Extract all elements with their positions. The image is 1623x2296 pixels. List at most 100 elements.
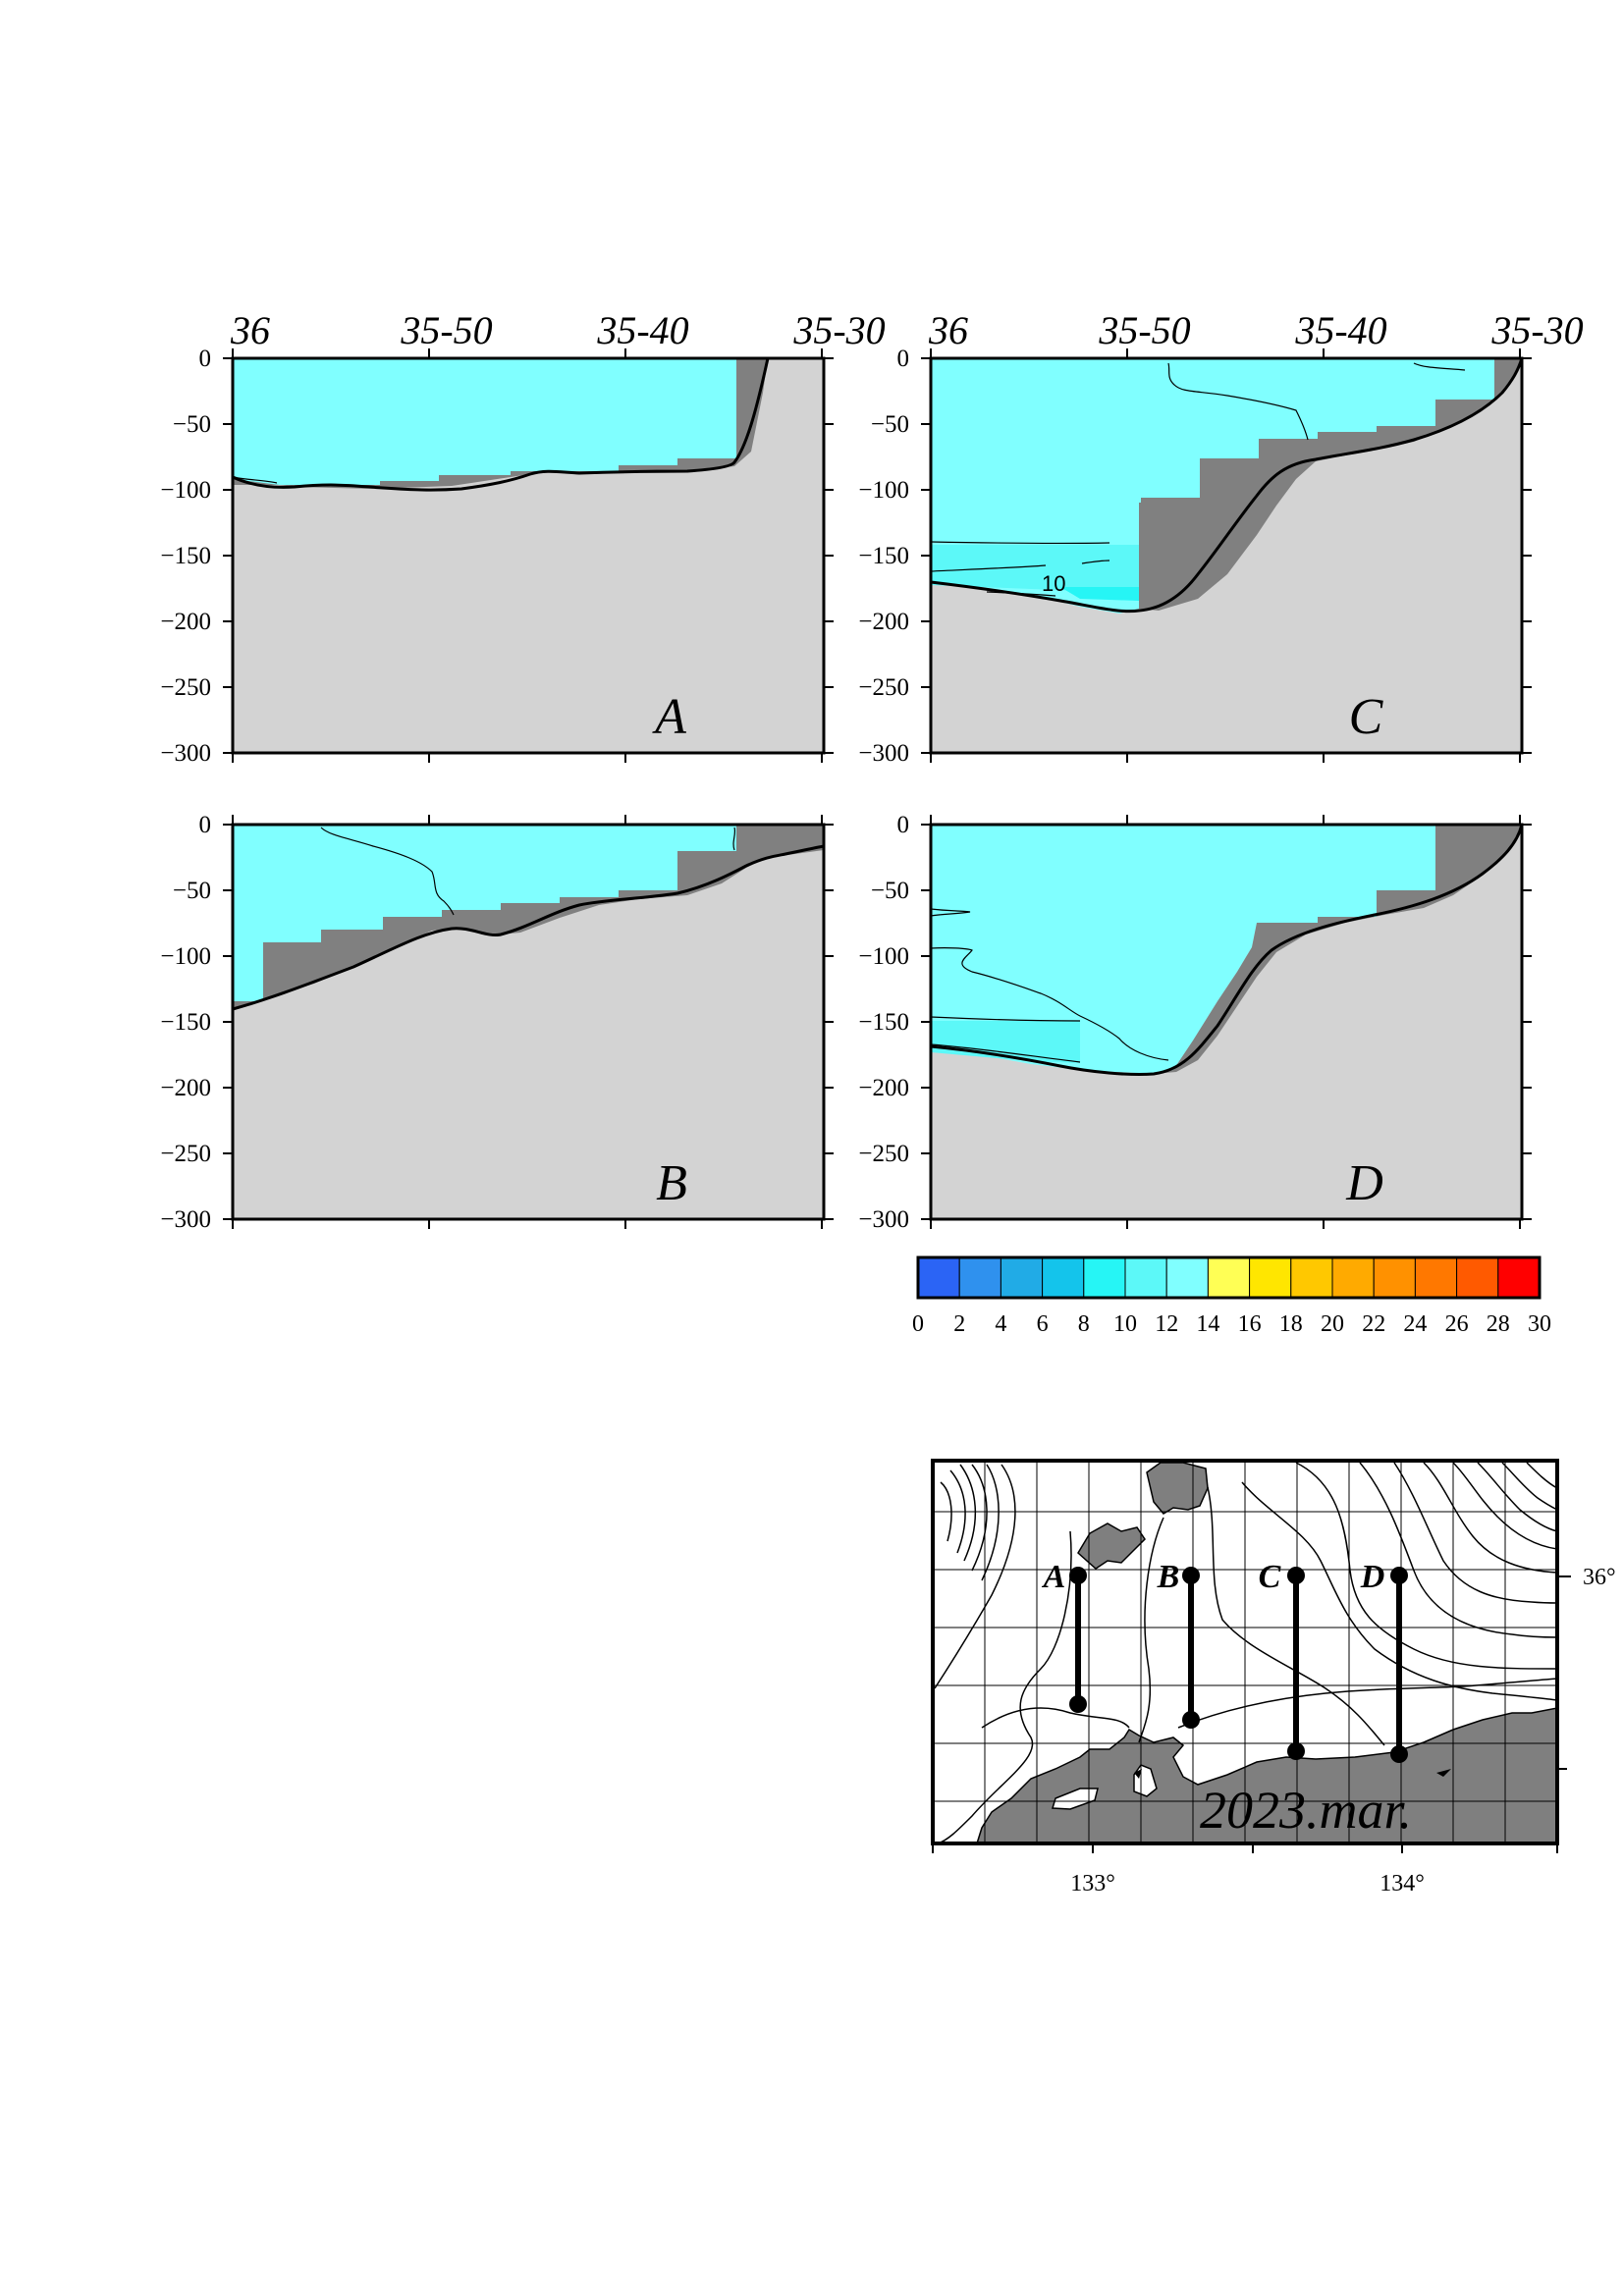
- y-axis: 0 −50 −100 −150 −200 −250 −300: [160, 346, 834, 767]
- colorbar-label: 28: [1487, 1311, 1510, 1337]
- y-tick-label: −100: [858, 477, 909, 504]
- section-label-c: C: [1259, 1559, 1281, 1595]
- x-axis: [232, 815, 823, 1229]
- station-marker: [1390, 1567, 1408, 1584]
- panel-letter-c: C: [1349, 689, 1384, 745]
- contour-line: [930, 1016, 1081, 1022]
- temperature-fill: [233, 358, 736, 485]
- colorbar-label: 24: [1403, 1311, 1427, 1337]
- y-tick-label: 0: [897, 346, 910, 372]
- colorbar: 0 2 4 6 8 10 12 14 16 18 20 22 24 26 28 30: [912, 1255, 1551, 1337]
- y-tick-label: −300: [160, 1206, 211, 1233]
- lake-shape: [1052, 1788, 1099, 1810]
- x-tick-label: 35-50: [400, 308, 492, 352]
- location-map: A B C D 2023.mar. 133° 134° 36°: [931, 1459, 1616, 1896]
- colorbar-label: 6: [1037, 1311, 1049, 1337]
- y-tick-label: 0: [199, 812, 212, 838]
- section-panel-d: 0 −50 −100 −150 −200 −250 −300 D: [858, 812, 1532, 1233]
- y-axis: 0 −50 −100 −150 −200 −250 −300: [858, 812, 1532, 1233]
- contour-line: [930, 541, 1110, 545]
- x-tick-label: 35-30: [792, 308, 885, 352]
- map-grid: [933, 1461, 1557, 1843]
- station-marker: [1182, 1711, 1200, 1729]
- date-stamp: 2023.mar.: [1200, 1781, 1412, 1840]
- lon-tick-133: 133°: [1070, 1871, 1115, 1896]
- station-marker: [1287, 1567, 1305, 1584]
- y-axis: 0 −50 −100 −150 −200 −250 −300: [858, 346, 1532, 767]
- x-tick-label: 35-40: [596, 308, 688, 352]
- contour-line: [1413, 362, 1466, 371]
- x-tick-label: 35-50: [1098, 308, 1190, 352]
- contour-line: [930, 947, 1169, 1061]
- section-label-b: B: [1157, 1559, 1180, 1595]
- colorbar-label: 26: [1445, 1311, 1469, 1337]
- colorbar-cell: [1124, 1256, 1167, 1299]
- colorbar-cell: [1000, 1256, 1044, 1299]
- section-label-d: D: [1360, 1559, 1385, 1595]
- y-tick-label: −300: [858, 1206, 909, 1233]
- y-tick-label: −300: [160, 740, 211, 767]
- land-grid-cells: [1139, 358, 1522, 611]
- y-tick-label: −250: [160, 1141, 211, 1167]
- x-tick-label: 35-40: [1294, 308, 1386, 352]
- colorbar-frame: [916, 1255, 1542, 1300]
- land-grid-cells: [1154, 825, 1522, 1074]
- y-tick-label: −150: [160, 543, 211, 569]
- colorbar-label: 16: [1238, 1311, 1262, 1337]
- y-tick-label: −50: [871, 878, 909, 904]
- y-tick-label: 0: [897, 812, 910, 838]
- x-axis: 36 35-50 35-40 35-30: [230, 308, 886, 763]
- y-tick-label: −300: [858, 740, 909, 767]
- colorbar-label: 22: [1362, 1311, 1385, 1337]
- contour-line: [232, 476, 278, 484]
- y-tick-label: −150: [858, 1009, 909, 1036]
- colorbar-label: 30: [1528, 1311, 1551, 1337]
- temperature-fill-cell: [1060, 587, 1139, 601]
- colorbar-cell: [1497, 1256, 1541, 1299]
- colorbar-cell: [917, 1256, 960, 1299]
- map-ticks: [932, 1575, 1571, 1853]
- colorbar-cell: [1373, 1256, 1416, 1299]
- colorbar-cell: [1207, 1256, 1251, 1299]
- station-marker: [1182, 1567, 1200, 1584]
- y-tick-label: −50: [871, 411, 909, 438]
- temperature-fill-cell: [931, 545, 1139, 594]
- y-tick-label: −200: [160, 609, 211, 635]
- colorbar-label: 4: [995, 1311, 1006, 1337]
- section-panel-b: 0 −50 −100 −150 −200 −250 −300 B: [160, 812, 834, 1233]
- bottom-topography-line: [232, 357, 770, 492]
- y-tick-label: −200: [858, 1075, 909, 1101]
- y-tick-label: −250: [858, 1141, 909, 1167]
- bottom-topography-line: [930, 824, 1524, 1077]
- x-tick-label: 35-30: [1490, 308, 1583, 352]
- lon-tick-134: 134°: [1380, 1871, 1425, 1896]
- contour-line: [930, 908, 971, 917]
- x-axis: [930, 815, 1521, 1229]
- section-label-a: A: [1042, 1559, 1066, 1595]
- y-axis: 0 −50 −100 −150 −200 −250 −300: [160, 812, 834, 1233]
- y-tick-label: 0: [199, 346, 212, 372]
- y-tick-label: −150: [858, 543, 909, 569]
- small-island: [1134, 1769, 1142, 1779]
- y-tick-label: −250: [858, 674, 909, 701]
- colorbar-label: 2: [953, 1311, 965, 1337]
- colorbar-label: 0: [912, 1311, 924, 1337]
- temperature-fill-cell: [931, 1021, 1080, 1063]
- land-grid-cells: [233, 825, 824, 1009]
- y-tick-label: −100: [858, 943, 909, 970]
- section-panel-c: 10 0 −50 −100 −150 −200 −250 −300 36 35-50 35-40…: [858, 308, 1583, 767]
- x-axis: 36 35-50 35-40 35-30: [928, 308, 1584, 763]
- y-tick-label: −200: [160, 1075, 211, 1101]
- station-marker: [1390, 1745, 1408, 1763]
- y-tick-label: −100: [160, 943, 211, 970]
- colorbar-labels: 0 2 4 6 8 10 12 14 16 18 20 22 24 26 28 30: [912, 1311, 1551, 1337]
- section-panel-a: 0 −50 −100 −150 −200 −250 −300 36 35-50 35-40 35-…: [160, 308, 885, 767]
- x-tick-label: 36: [928, 308, 968, 352]
- temperature-fill: [931, 825, 1435, 1074]
- colorbar-cell: [958, 1256, 1001, 1299]
- bathymetry-contours: [934, 1462, 1558, 1844]
- panel-letter-b: B: [656, 1155, 687, 1211]
- contour-line: [732, 827, 736, 851]
- temperature-fill: [233, 825, 736, 1001]
- colorbar-cell: [1414, 1256, 1458, 1299]
